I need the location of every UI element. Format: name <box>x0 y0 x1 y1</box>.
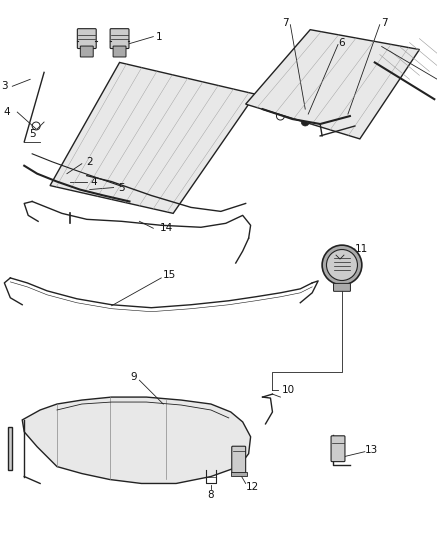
Text: 4: 4 <box>90 176 97 187</box>
FancyBboxPatch shape <box>232 446 246 473</box>
Text: 12: 12 <box>246 482 259 492</box>
Text: 8: 8 <box>208 490 214 500</box>
Circle shape <box>276 112 284 120</box>
Circle shape <box>66 168 74 176</box>
Text: 9: 9 <box>130 372 137 382</box>
Text: 10: 10 <box>282 385 295 395</box>
Text: 7: 7 <box>381 18 388 28</box>
Polygon shape <box>246 30 420 139</box>
Polygon shape <box>50 62 256 213</box>
Circle shape <box>301 118 309 126</box>
Polygon shape <box>22 397 251 483</box>
Circle shape <box>322 245 362 285</box>
Circle shape <box>326 249 357 280</box>
Polygon shape <box>8 427 12 470</box>
Text: 3: 3 <box>1 81 7 91</box>
Circle shape <box>344 110 352 118</box>
Text: 11: 11 <box>355 244 368 254</box>
Text: 6: 6 <box>339 38 345 47</box>
FancyBboxPatch shape <box>80 46 93 57</box>
Text: 5: 5 <box>118 183 125 192</box>
Text: 15: 15 <box>162 270 176 280</box>
FancyBboxPatch shape <box>113 46 126 57</box>
Text: 5: 5 <box>29 129 35 139</box>
Text: 7: 7 <box>282 18 289 28</box>
Bar <box>231 472 247 476</box>
Circle shape <box>32 122 40 130</box>
FancyBboxPatch shape <box>110 29 129 49</box>
Text: 4: 4 <box>4 107 11 117</box>
FancyBboxPatch shape <box>334 284 350 292</box>
Text: 13: 13 <box>365 445 378 455</box>
FancyBboxPatch shape <box>78 29 96 49</box>
FancyBboxPatch shape <box>331 436 345 462</box>
Text: 14: 14 <box>159 223 173 233</box>
Text: 1: 1 <box>156 31 162 42</box>
Text: 2: 2 <box>86 157 93 167</box>
